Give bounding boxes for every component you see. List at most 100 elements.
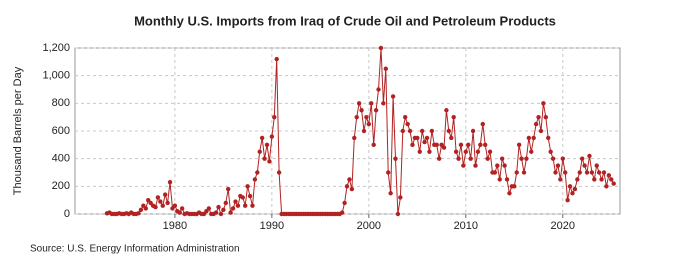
- data-point: [601, 170, 607, 175]
- data-point: [390, 94, 396, 99]
- data-point: [531, 135, 536, 141]
- data-point: [177, 210, 182, 215]
- data-point: [223, 200, 228, 206]
- data-point: [575, 177, 580, 182]
- data-point: [352, 135, 357, 141]
- data-point: [344, 184, 350, 189]
- data-point: [541, 101, 546, 106]
- data-point: [417, 149, 422, 154]
- data-point: [543, 114, 549, 120]
- data-point: [558, 177, 563, 182]
- y-tick-label: 600: [52, 125, 70, 137]
- data-point: [444, 108, 449, 113]
- data-point: [536, 114, 541, 120]
- data-point: [453, 149, 459, 154]
- data-point: [582, 163, 587, 168]
- source-note: Source: U.S. Energy Information Administ…: [30, 244, 240, 255]
- data-point: [386, 170, 391, 175]
- data-point: [451, 114, 456, 120]
- data-point: [213, 210, 219, 215]
- data-point: [162, 192, 168, 197]
- data-point: [349, 186, 355, 192]
- data-point: [242, 203, 248, 208]
- data-point: [378, 45, 384, 51]
- data-point: [371, 142, 376, 148]
- data-point: [216, 204, 221, 210]
- data-point: [143, 206, 148, 211]
- data-point: [383, 66, 389, 71]
- data-point: [153, 204, 158, 210]
- data-point: [504, 177, 510, 182]
- data-point: [272, 114, 277, 120]
- data-point: [594, 163, 599, 168]
- data-point: [456, 156, 461, 161]
- data-point: [342, 200, 347, 206]
- data-point: [461, 163, 466, 168]
- data-point: [398, 195, 403, 200]
- data-point: [526, 135, 532, 141]
- data-point: [424, 135, 430, 141]
- data-point: [221, 207, 226, 213]
- data-point: [395, 211, 401, 217]
- data-point: [589, 170, 595, 175]
- data-point: [422, 139, 427, 145]
- data-point: [546, 135, 551, 141]
- data-point: [577, 170, 582, 175]
- data-point: [274, 56, 279, 62]
- data-point: [235, 203, 241, 208]
- chart-title: Monthly U.S. Imports from Iraq of Crude …: [134, 13, 556, 28]
- data-point: [359, 108, 364, 113]
- data-point: [563, 170, 568, 175]
- data-point: [364, 114, 369, 120]
- data-point: [604, 184, 609, 189]
- data-point: [463, 149, 469, 154]
- data-point: [218, 211, 224, 217]
- data-point: [466, 142, 471, 148]
- y-tick-label: 400: [52, 153, 70, 165]
- data-point: [165, 200, 170, 206]
- data-point: [339, 210, 345, 215]
- data-point: [250, 203, 255, 208]
- x-tick-label: 2010: [454, 220, 478, 232]
- data-point: [487, 149, 493, 154]
- data-point: [606, 173, 612, 178]
- data-point: [548, 149, 553, 154]
- x-tick-label: 1990: [260, 220, 284, 232]
- data-point: [521, 170, 527, 175]
- data-point: [361, 128, 367, 134]
- data-point: [533, 121, 539, 127]
- data-point: [257, 149, 262, 154]
- data-point: [538, 128, 544, 134]
- data-point: [172, 203, 178, 208]
- data-point: [415, 135, 420, 141]
- data-point: [584, 170, 590, 175]
- data-point: [369, 101, 374, 106]
- x-tick-label: 2000: [357, 220, 381, 232]
- data-point: [407, 128, 413, 134]
- data-point: [441, 145, 447, 150]
- data-point: [160, 203, 165, 208]
- data-point: [410, 142, 415, 148]
- y-tick-label: 1,000: [42, 70, 70, 82]
- data-point: [269, 134, 275, 139]
- data-point: [381, 101, 386, 106]
- data-point: [400, 128, 405, 134]
- data-point: [579, 156, 585, 161]
- data-point: [596, 170, 602, 175]
- data-point: [393, 156, 398, 161]
- data-point: [228, 210, 233, 215]
- data-point: [366, 121, 372, 127]
- data-point: [550, 156, 556, 161]
- data-point: [255, 170, 260, 175]
- data-point: [245, 184, 250, 189]
- data-point: [516, 142, 522, 148]
- data-point: [267, 159, 272, 164]
- data-point: [179, 206, 185, 211]
- data-point: [252, 177, 258, 182]
- data-point: [483, 142, 488, 148]
- data-point: [611, 181, 616, 186]
- data-point: [158, 199, 163, 204]
- data-point: [427, 149, 432, 154]
- data-point: [233, 199, 238, 204]
- data-point: [470, 128, 476, 134]
